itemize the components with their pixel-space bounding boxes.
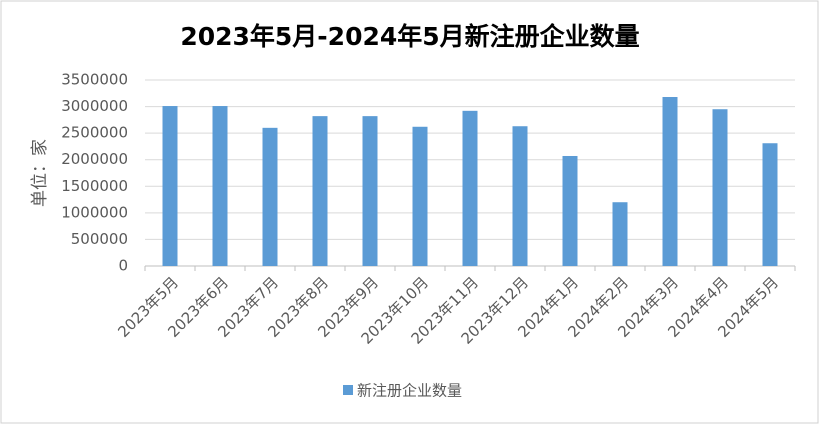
y-tick-label: 3000000 [61, 97, 128, 115]
bar [462, 110, 478, 266]
bar [662, 97, 678, 267]
y-tick-label: 0 [118, 257, 128, 275]
y-tick-label: 2500000 [61, 124, 128, 142]
bar [412, 126, 428, 266]
bar [262, 127, 278, 266]
y-tick-label: 2000000 [61, 150, 128, 168]
bar [362, 116, 378, 266]
bar [312, 116, 328, 266]
chart-title: 2023年5月-2024年5月新注册企业数量 [180, 22, 639, 51]
y-tick-label: 1500000 [61, 177, 128, 195]
bar [512, 126, 528, 266]
y-tick-label: 1000000 [61, 203, 128, 221]
y-axis-label: 单位：家 [30, 139, 50, 207]
bar [212, 106, 228, 266]
bar [612, 202, 628, 266]
bar [712, 109, 728, 266]
legend-swatch [343, 385, 353, 395]
bar [162, 106, 178, 266]
legend-label: 新注册企业数量 [357, 382, 462, 400]
y-tick-label: 3500000 [61, 71, 128, 89]
bar [562, 155, 578, 266]
y-tick-label: 500000 [71, 230, 128, 248]
bar [762, 143, 778, 266]
